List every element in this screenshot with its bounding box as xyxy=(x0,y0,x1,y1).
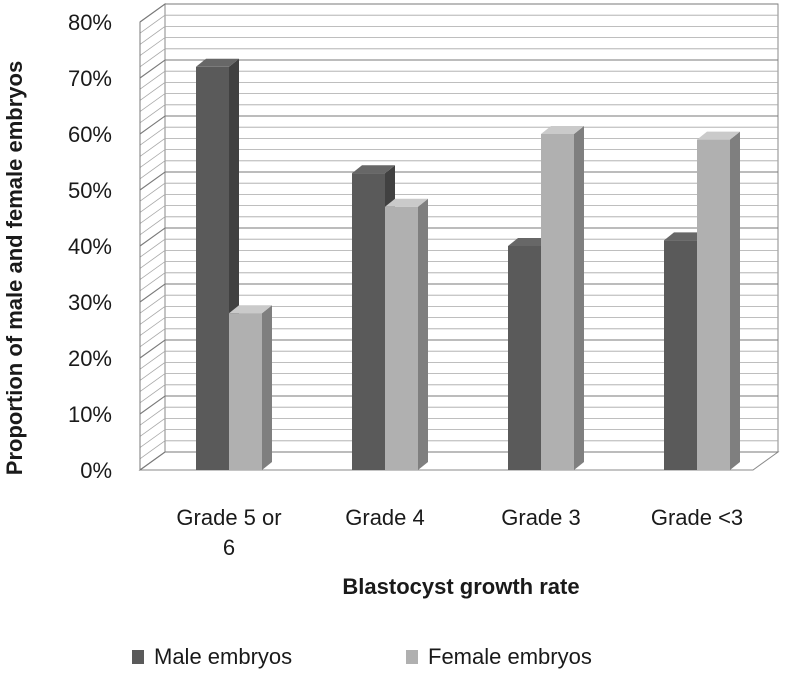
y-axis-title: Proportion of male and female embryos xyxy=(2,61,27,475)
y-tick-label: 50% xyxy=(68,178,112,203)
legend-swatch xyxy=(406,650,418,664)
minor-gridline xyxy=(139,48,778,68)
bar-top xyxy=(229,305,272,314)
bar-side xyxy=(418,198,428,471)
y-tick-label: 60% xyxy=(68,122,112,147)
x-tick-label: Grade 3 xyxy=(501,505,581,530)
bar xyxy=(196,58,239,471)
x-axis-category-labels: Grade 5 or 6 Grade 4 Grade 3 Grade <3 xyxy=(176,505,743,560)
bar-front xyxy=(196,66,229,471)
bar-top xyxy=(697,131,740,140)
legend-item: Male embryos xyxy=(132,644,292,669)
minor-gridline xyxy=(139,70,778,90)
bars xyxy=(196,58,740,471)
minor-gridline xyxy=(139,25,778,45)
legend: Male embryos Female embryos xyxy=(132,644,592,669)
bar-front xyxy=(697,139,730,470)
legend-label: Male embryos xyxy=(154,644,292,669)
bar-side xyxy=(730,131,740,470)
y-axis-tick-labels: 0% 10% 20% 30% 40% 50% 60% 70% 80% xyxy=(68,10,112,483)
y-tick-label: 70% xyxy=(68,66,112,91)
bar xyxy=(229,305,272,470)
minor-gridline xyxy=(139,14,778,34)
y-tick-label: 40% xyxy=(68,234,112,259)
bar-top xyxy=(196,58,239,67)
bar-top xyxy=(541,126,584,134)
bar-front xyxy=(352,173,385,470)
minor-gridline xyxy=(139,104,778,124)
minor-gridline xyxy=(139,93,778,112)
bar-top xyxy=(508,238,551,246)
minor-gridline xyxy=(139,82,778,101)
bar-top xyxy=(385,198,428,207)
major-gridline xyxy=(139,115,778,135)
bar xyxy=(385,198,428,471)
legend-item: Female embryos xyxy=(406,644,592,669)
legend-label: Female embryos xyxy=(428,644,592,669)
y-tick-label: 0% xyxy=(80,458,112,483)
bar-side xyxy=(574,126,584,470)
bar-side xyxy=(262,305,272,470)
legend-swatch xyxy=(132,650,144,664)
y-tick-label: 80% xyxy=(68,10,112,35)
bar-front xyxy=(664,240,697,470)
bar xyxy=(697,131,740,470)
minor-gridline xyxy=(139,37,778,56)
y-tick-label: 30% xyxy=(68,290,112,315)
major-gridline xyxy=(139,3,778,23)
bar-top xyxy=(664,232,707,241)
major-gridline xyxy=(139,59,778,79)
y-tick-label: 20% xyxy=(68,346,112,371)
x-axis-title: Blastocyst growth rate xyxy=(342,574,579,599)
x-tick-label: Grade 5 or 6 xyxy=(176,505,281,560)
y-tick-label: 10% xyxy=(68,402,112,427)
bar-front xyxy=(541,134,574,470)
x-tick-label: Grade 4 xyxy=(345,505,425,530)
bar-front xyxy=(229,313,262,470)
bar-top xyxy=(352,165,395,174)
bar-front xyxy=(385,206,418,471)
bar-front xyxy=(508,246,541,470)
x-tick-label: Grade <3 xyxy=(651,505,743,530)
bar xyxy=(541,126,584,470)
